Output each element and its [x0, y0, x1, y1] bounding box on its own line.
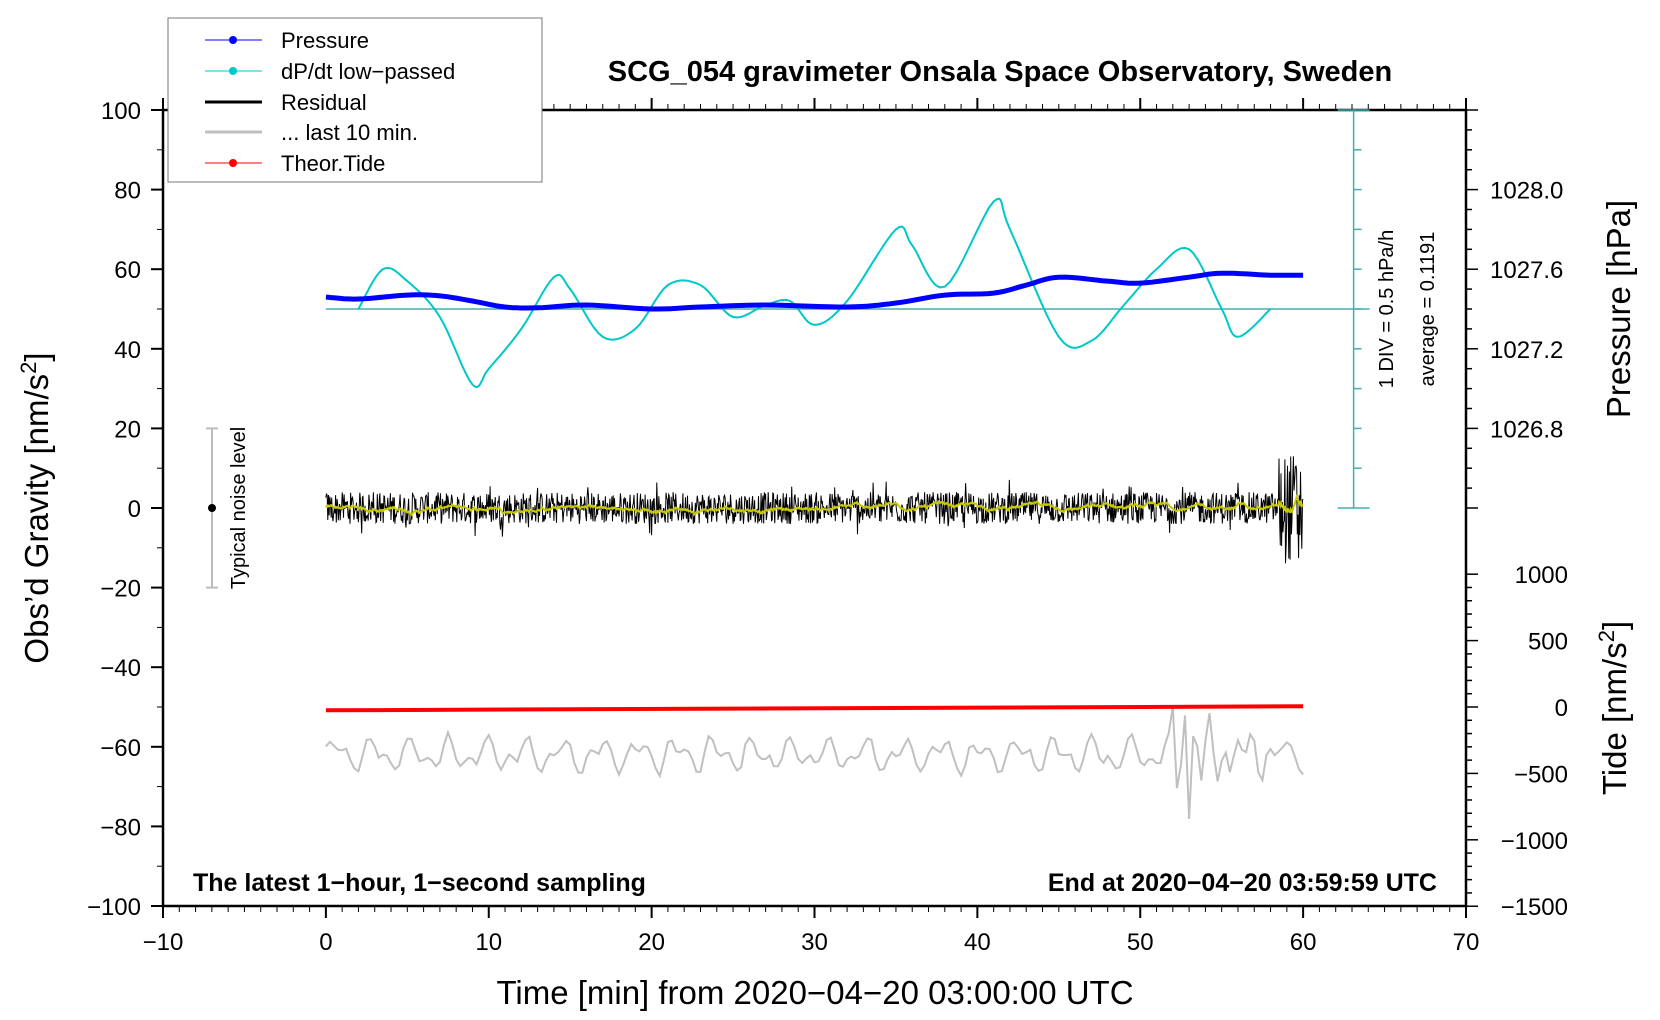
legend-label-residual: Residual — [281, 90, 367, 115]
tide-tick-label: 0 — [1555, 695, 1568, 722]
pressure-tick-label: 1027.2 — [1490, 337, 1563, 364]
theor-tide-line — [325, 704, 1304, 713]
pressure-axis-label: Pressure [hPa] — [1600, 200, 1637, 418]
scale-div-label: 1 DIV = 0.5 hPa/h — [1376, 230, 1398, 388]
residual-smoothed-line — [325, 493, 1304, 517]
x-tick-label: −10 — [143, 929, 184, 956]
tide-tick-label: −1500 — [1501, 894, 1568, 921]
chart-title: SCG_054 gravimeter Onsala Space Observat… — [608, 56, 1392, 88]
last-10-min-line — [325, 706, 1304, 819]
x-tick-label: 40 — [964, 929, 991, 956]
y-tick-label: −80 — [100, 814, 141, 841]
footer-left-text: The latest 1−hour, 1−second sampling — [193, 869, 646, 897]
dpdt-line — [357, 197, 1272, 389]
x-tick-label: 10 — [475, 929, 502, 956]
footer-right-text: End at 2020−04−20 03:59:59 UTC — [1048, 869, 1437, 897]
y-tick-label: −60 — [100, 735, 141, 762]
x-tick-label: 20 — [638, 929, 665, 956]
x-tick-label: 50 — [1127, 929, 1154, 956]
y-tick-label: −100 — [87, 894, 141, 921]
pressure-tick-label: 1026.8 — [1490, 416, 1563, 443]
x-tick-label: 60 — [1290, 929, 1317, 956]
legend-box — [167, 17, 543, 183]
x-tick-label: 0 — [319, 929, 332, 956]
tide-tick-label: −1000 — [1501, 828, 1568, 855]
y-tick-label: 40 — [114, 337, 141, 364]
legend-label-dpdt: dP/dt low−passed — [281, 59, 455, 84]
tide-axis-label: Tide [nm/s2] — [1594, 621, 1633, 795]
legend-marker-dpdt — [229, 67, 237, 75]
y-tick-label: 20 — [114, 416, 141, 443]
y-tick-label: 100 — [101, 98, 141, 125]
x-tick-label: 30 — [801, 929, 828, 956]
x-tick-label: 70 — [1453, 929, 1480, 956]
y-axis-label: Obs’d Gravity [nm/s2] — [16, 352, 55, 663]
average-label: average = 0.1191 — [1417, 232, 1439, 387]
tide-tick-label: 500 — [1528, 629, 1568, 656]
residual-line — [325, 456, 1304, 564]
legend-marker-pressure — [229, 36, 237, 44]
pressure-line — [325, 270, 1304, 312]
series-layer — [325, 197, 1304, 819]
y-tick-label: 80 — [114, 178, 141, 205]
legend: Pressure dP/dt low−passed Residual ... last… — [167, 17, 543, 183]
pressure-tick-label: 1027.6 — [1490, 257, 1563, 284]
tide-tick-label: −500 — [1514, 761, 1568, 788]
legend-marker-tide — [229, 159, 237, 167]
legend-label-last10: ... last 10 min. — [281, 120, 418, 145]
noise-level-dot — [208, 504, 216, 512]
noise-level-label: Typical noise level — [228, 427, 250, 589]
legend-label-pressure: Pressure — [281, 28, 369, 53]
pressure-tick-label: 1028.0 — [1490, 178, 1563, 205]
x-axis-label: Time [min] from 2020−04−20 03:00:00 UTC — [496, 974, 1133, 1011]
tide-tick-label: 1000 — [1515, 562, 1568, 589]
y-tick-label: 60 — [114, 257, 141, 284]
y-tick-label: −40 — [100, 655, 141, 682]
axes: −10 0 10 20 30 40 50 60 70100806040200−20−40−60−… — [87, 98, 1568, 956]
y-tick-label: 0 — [128, 496, 141, 523]
legend-label-tide: Theor.Tide — [281, 151, 385, 176]
y-tick-label: −20 — [100, 576, 141, 603]
